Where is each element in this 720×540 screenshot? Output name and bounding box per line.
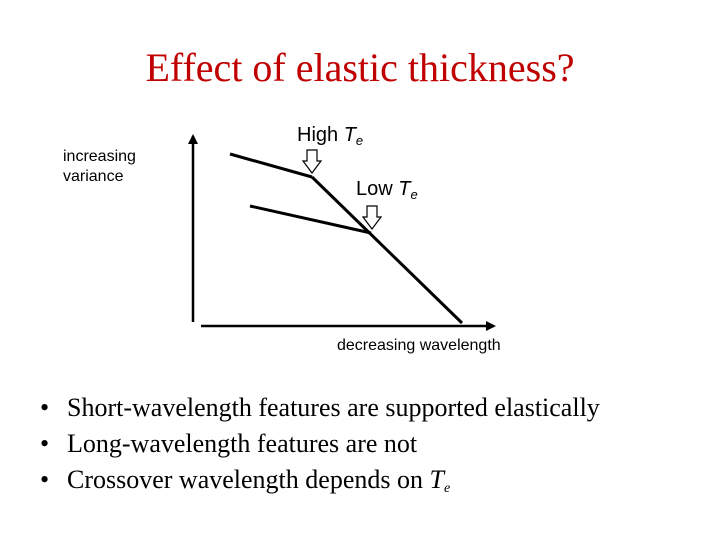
down-arrow-outline-icon (361, 205, 383, 230)
low-te-label: Low Te (356, 178, 418, 202)
low-te-line (249, 204, 372, 235)
bullet-te-subscript: e (443, 481, 451, 496)
common-slope-line (310, 175, 464, 325)
bullet-te-symbol: T (429, 465, 444, 494)
bullet-marker: • (40, 393, 50, 422)
high-te-label: High Te (297, 124, 363, 148)
high-te-symbol: T (343, 124, 356, 146)
bullet-text: Long-wavelength features are not (67, 429, 418, 458)
bullet-text: Short-wavelength features are supported … (67, 393, 600, 422)
down-arrow-outline-icon (301, 149, 323, 174)
x-axis-label: decreasing wavelength (337, 337, 501, 354)
bullet-item: • Short-wavelength features are supported… (40, 390, 600, 426)
bullet-text: Crossover wavelength depends on (67, 465, 430, 494)
bullet-marker: • (40, 465, 50, 494)
high-te-subscript: e (355, 133, 364, 148)
bullet-list: • Short-wavelength features are supported… (40, 390, 600, 507)
high-te-prefix: High (297, 124, 344, 146)
bullet-marker: • (40, 429, 50, 458)
low-te-prefix: Low (356, 178, 399, 200)
bullet-item: • Crossover wavelength depends on Te (40, 462, 600, 507)
low-te-subscript: e (410, 187, 418, 202)
low-te-symbol: T (398, 178, 411, 200)
high-te-line (229, 152, 313, 179)
slide-title: Effect of elastic thickness? (145, 45, 575, 90)
y-axis-label: increasing variance (63, 148, 136, 185)
bullet-item: • Long-wavelength features are not (40, 426, 600, 462)
